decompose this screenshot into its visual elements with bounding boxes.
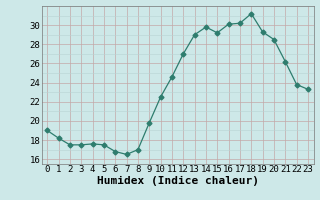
- X-axis label: Humidex (Indice chaleur): Humidex (Indice chaleur): [97, 176, 259, 186]
